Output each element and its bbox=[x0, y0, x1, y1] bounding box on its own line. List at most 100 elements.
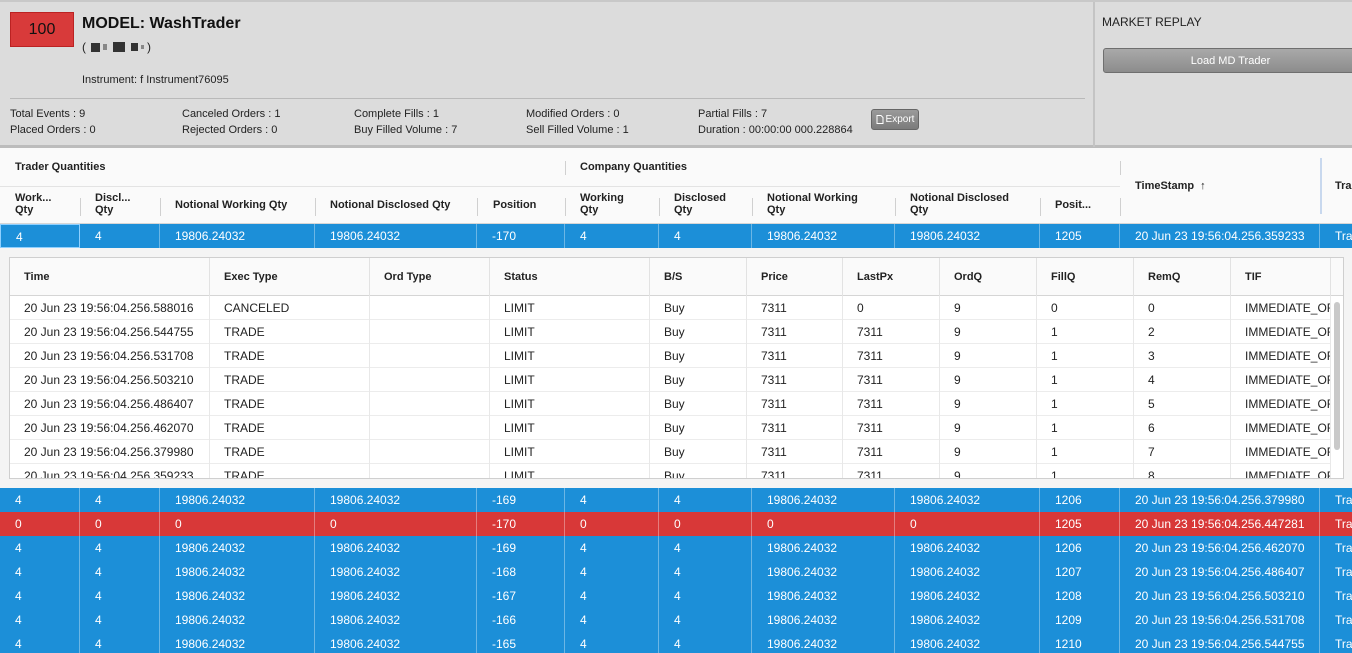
col-header-trader[interactable]: Tra bbox=[1335, 180, 1352, 192]
col-header-timestamp[interactable]: TimeStamp ↑ bbox=[1135, 180, 1206, 192]
column-separator[interactable] bbox=[1120, 198, 1121, 216]
grid-cell-d: 4 bbox=[80, 224, 160, 248]
column-separator[interactable] bbox=[895, 198, 896, 216]
detail-cell: Buy bbox=[650, 416, 747, 440]
redacted-block bbox=[103, 44, 107, 50]
detail-cell: IMMEDIATE_OR bbox=[1231, 368, 1331, 392]
detail-row[interactable]: 20 Jun 23 19:56:04.256.544755 TRADE LIMIT B… bbox=[10, 320, 1331, 344]
col-header-company-position[interactable]: Posit... bbox=[1055, 199, 1092, 211]
grid-cell-p: -170 bbox=[477, 512, 565, 536]
stat-buy-filled-volume: Buy Filled Volume : 7 bbox=[354, 124, 458, 136]
column-separator[interactable] bbox=[1320, 158, 1322, 214]
detail-row[interactable]: 20 Jun 23 19:56:04.256.588016 CANCELED LIM… bbox=[10, 296, 1331, 320]
column-separator[interactable] bbox=[659, 198, 660, 216]
grid-cell-cw: 4 bbox=[565, 608, 659, 632]
detail-cell: TRADE bbox=[210, 368, 370, 392]
grid-row[interactable]: 4 4 19806.24032 19806.24032 -165 4 4 19806.2403… bbox=[0, 632, 1352, 653]
alert-header: 100 MODEL: WashTrader ( ) Instrument: f … bbox=[0, 0, 1352, 148]
grid-cell-cnw: 19806.24032 bbox=[752, 584, 895, 608]
grid-cell-cd: 4 bbox=[659, 560, 752, 584]
detail-col-header[interactable]: Time bbox=[10, 258, 210, 296]
replay-divider bbox=[1093, 2, 1095, 147]
model-title: MODEL: WashTrader bbox=[82, 15, 241, 32]
group-divider bbox=[0, 186, 1120, 187]
column-separator[interactable] bbox=[1040, 198, 1041, 216]
detail-row[interactable]: 20 Jun 23 19:56:04.256.462070 TRADE LIMIT B… bbox=[10, 416, 1331, 440]
detail-col-header[interactable]: FillQ bbox=[1037, 258, 1134, 296]
detail-col-header[interactable]: RemQ bbox=[1134, 258, 1231, 296]
grid-row[interactable]: 4 4 19806.24032 19806.24032 -169 4 4 19806.2403… bbox=[0, 536, 1352, 560]
grid-row[interactable]: 4 4 19806.24032 19806.24032 -167 4 4 19806.2403… bbox=[0, 584, 1352, 608]
stat-total-events: Total Events : 9 bbox=[10, 108, 86, 120]
column-separator[interactable] bbox=[315, 198, 316, 216]
col-header-company-working-qty[interactable]: Working Qty bbox=[580, 192, 624, 216]
market-replay-title: MARKET REPLAY bbox=[1102, 15, 1202, 29]
detail-col-header[interactable]: Ord Type bbox=[370, 258, 490, 296]
detail-cell bbox=[370, 416, 490, 440]
grid-row[interactable]: 0 0 0 0 -170 0 0 0 0 1205 20 Jun 23 19:56:04.256.4… bbox=[0, 512, 1352, 536]
grid-row[interactable]: 4 4 19806.24032 19806.24032 -166 4 4 19806.2403… bbox=[0, 608, 1352, 632]
detail-row[interactable]: 20 Jun 23 19:56:04.256.531708 TRADE LIMIT B… bbox=[10, 344, 1331, 368]
export-button[interactable]: Export bbox=[871, 109, 919, 130]
grid-cell-cnw: 0 bbox=[752, 512, 895, 536]
detail-cell: IMMEDIATE_OR bbox=[1231, 296, 1331, 320]
detail-col-header[interactable]: Price bbox=[747, 258, 843, 296]
detail-row[interactable]: 20 Jun 23 19:56:04.256.379980 TRADE LIMIT B… bbox=[10, 440, 1331, 464]
grid-cell-cnd: 19806.24032 bbox=[895, 608, 1040, 632]
detail-cell: LIMIT bbox=[490, 344, 650, 368]
detail-cell: 20 Jun 23 19:56:04.256.486407 bbox=[10, 392, 210, 416]
group-trader-quantities: Trader Quantities bbox=[15, 161, 106, 173]
stat-complete-fills: Complete Fills : 1 bbox=[354, 108, 439, 120]
document-icon bbox=[876, 115, 884, 124]
detail-cell: 1 bbox=[1037, 344, 1134, 368]
detail-cell: LIMIT bbox=[490, 368, 650, 392]
load-md-trader-button[interactable]: Load MD Trader bbox=[1103, 48, 1352, 73]
detail-cell: 7311 bbox=[747, 416, 843, 440]
col-header-company-notional-disclosed-qty[interactable]: Notional Disclosed Qty bbox=[910, 192, 1009, 216]
grid-cell-nd: 19806.24032 bbox=[315, 224, 477, 248]
col-header-notional-disclosed-qty[interactable]: Notional Disclosed Qty bbox=[330, 199, 451, 211]
column-separator[interactable] bbox=[160, 198, 161, 216]
detail-col-header[interactable]: TIF bbox=[1231, 258, 1331, 296]
detail-cell: 0 bbox=[1134, 296, 1231, 320]
column-separator[interactable] bbox=[565, 198, 566, 216]
grid-cell-cp: 1208 bbox=[1040, 584, 1120, 608]
detail-cell: 1 bbox=[1037, 368, 1134, 392]
detail-cell: IMMEDIATE_OR bbox=[1231, 320, 1331, 344]
grid-cell-cnw: 19806.24032 bbox=[752, 560, 895, 584]
grid-cell-cw: 4 bbox=[565, 536, 659, 560]
detail-col-header[interactable]: LastPx bbox=[843, 258, 940, 296]
detail-col-header[interactable]: B/S bbox=[650, 258, 747, 296]
col-header-working-qty[interactable]: Work... Qty bbox=[15, 192, 51, 216]
detail-row[interactable]: 20 Jun 23 19:56:04.256.503210 TRADE LIMIT B… bbox=[10, 368, 1331, 392]
column-separator[interactable] bbox=[80, 198, 81, 216]
detail-col-header[interactable]: Exec Type bbox=[210, 258, 370, 296]
detail-cell: Buy bbox=[650, 296, 747, 320]
detail-row[interactable]: 20 Jun 23 19:56:04.256.359233 TRADE LIMIT B… bbox=[10, 464, 1331, 478]
detail-cell: 6 bbox=[1134, 416, 1231, 440]
grid-cell-nw: 19806.24032 bbox=[160, 488, 315, 512]
detail-cell bbox=[370, 368, 490, 392]
detail-col-header[interactable]: Status bbox=[490, 258, 650, 296]
detail-col-header[interactable]: OrdQ bbox=[940, 258, 1037, 296]
grid-cell-w: 4 bbox=[0, 584, 80, 608]
detail-row[interactable]: 20 Jun 23 19:56:04.256.486407 TRADE LIMIT B… bbox=[10, 392, 1331, 416]
grid-row[interactable]: 4 4 19806.24032 19806.24032 -170 4 4 19806.2403… bbox=[0, 224, 1352, 248]
grid-cell-cd: 4 bbox=[659, 632, 752, 653]
detail-scrollbar[interactable] bbox=[1334, 302, 1340, 450]
col-header-company-disclosed-qty[interactable]: Disclosed Qty bbox=[674, 192, 726, 216]
col-header-position[interactable]: Position bbox=[493, 199, 537, 211]
column-separator[interactable] bbox=[752, 198, 753, 216]
col-header-disclosed-qty[interactable]: Discl... Qty bbox=[95, 192, 130, 216]
grid-row[interactable]: 4 4 19806.24032 19806.24032 -169 4 4 19806.2403… bbox=[0, 488, 1352, 512]
col-header-company-notional-working-qty[interactable]: Notional Working Qty bbox=[767, 192, 858, 216]
grid-row[interactable]: 4 4 19806.24032 19806.24032 -168 4 4 19806.2403… bbox=[0, 560, 1352, 584]
detail-cell: 0 bbox=[1037, 296, 1134, 320]
column-separator[interactable] bbox=[477, 198, 478, 216]
col-header-notional-working-qty[interactable]: Notional Working Qty bbox=[175, 199, 288, 211]
redacted-block bbox=[91, 42, 100, 52]
grid-cell-p: -169 bbox=[477, 536, 565, 560]
stat-rejected-orders: Rejected Orders : 0 bbox=[182, 124, 278, 136]
detail-cell: 1 bbox=[1037, 392, 1134, 416]
redacted-block bbox=[141, 45, 144, 49]
